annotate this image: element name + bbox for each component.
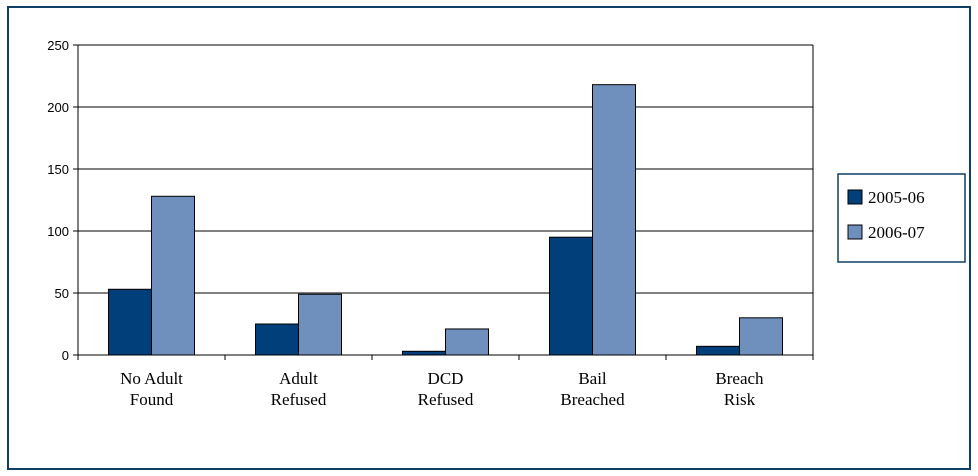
y-tick-label: 150 [47, 162, 69, 177]
bar-2006-07 [592, 84, 636, 356]
bar-2006-07 [151, 195, 195, 356]
y-tick-label: 50 [55, 286, 69, 301]
x-tick-label: No Adult [120, 369, 183, 388]
bar-2006-07 [739, 317, 783, 356]
y-tick-label: 200 [47, 100, 69, 115]
x-tick-label: Risk [724, 390, 756, 409]
legend-swatch-2006-07 [847, 224, 863, 240]
y-tick-label: 0 [62, 348, 69, 363]
legend-label: 2005-06 [868, 188, 925, 207]
x-tick-label: Bail [578, 369, 607, 388]
bar-2005-06 [108, 288, 152, 356]
x-tick-label: Adult [279, 369, 318, 388]
y-tick-label: 100 [47, 224, 69, 239]
x-tick-label: Found [130, 390, 174, 409]
x-tick-label: Refused [271, 390, 327, 409]
bar-2006-07 [298, 293, 342, 356]
bar-2005-06 [696, 345, 740, 356]
chart-frame [7, 6, 971, 470]
x-tick-label: DCD [428, 369, 464, 388]
legend-swatch-2005-06 [847, 189, 863, 205]
legend-label: 2006-07 [868, 223, 925, 242]
x-tick-label: Breach [715, 369, 764, 388]
x-tick-label: Refused [418, 390, 474, 409]
bar-2005-06 [549, 236, 593, 356]
bar-2006-07 [445, 328, 489, 356]
bar-2005-06 [402, 350, 446, 356]
legend-box [837, 173, 966, 263]
bar-2005-06 [255, 323, 299, 356]
y-tick-label: 250 [47, 38, 69, 53]
x-tick-label: Breached [560, 390, 625, 409]
